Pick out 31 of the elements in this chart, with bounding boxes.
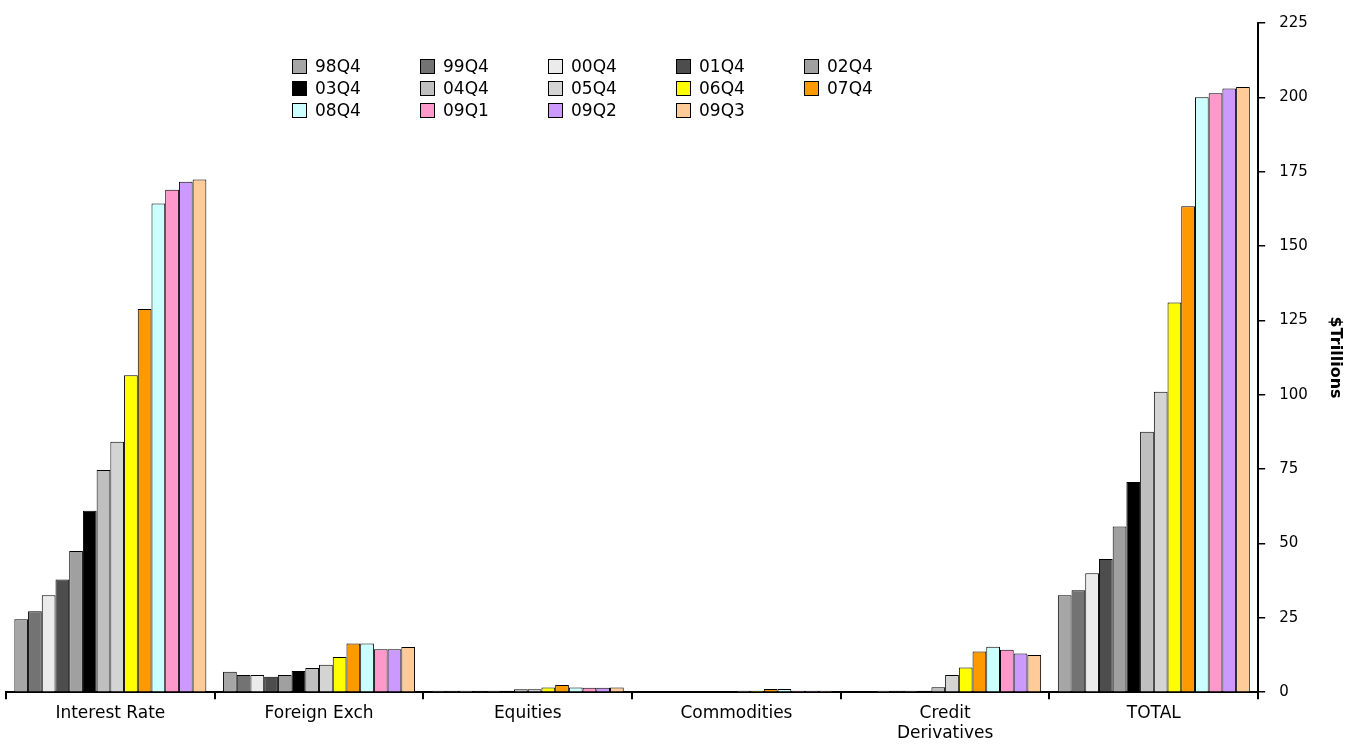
x-tick-label: Equities [493,701,562,722]
legend-label: 09Q1 [443,100,489,120]
legend-label: 03Q4 [315,78,361,98]
legend-label: 00Q4 [571,56,617,76]
legend-label: 08Q4 [315,100,361,120]
y-tick-label: 225 [1279,12,1308,31]
legend-label: 99Q4 [443,56,489,76]
x-tick-label: Foreign Exch [264,701,374,722]
legend-label: 06Q4 [699,78,745,98]
y-tick-label: 100 [1279,384,1308,403]
y-tick-label: 0 [1279,682,1289,701]
x-tick-label: Commodities [680,701,793,722]
y-tick-label: 175 [1279,161,1308,180]
legend-label: 09Q2 [571,100,617,120]
legend-label: 09Q3 [699,100,745,120]
legend-label: 05Q4 [571,78,617,98]
y-tick-label: 25 [1279,607,1299,626]
y-tick-label: 75 [1279,459,1299,478]
legend-label: 01Q4 [699,56,745,76]
y-axis-title: $Trillions [1327,316,1347,399]
y-tick-label: 50 [1279,533,1299,552]
legend-label: 04Q4 [443,78,489,98]
y-tick-label: 125 [1279,310,1308,329]
x-tick-label: TOTAL [1125,701,1182,722]
legend-label: 98Q4 [315,56,361,76]
x-tick-label: Interest Rate [55,701,166,722]
x-tick-label: Credit Derivatives [896,701,994,743]
y-tick-label: 200 [1279,87,1308,106]
legend-label: 02Q4 [827,56,873,76]
legend-label: 07Q4 [827,78,873,98]
y-tick-label: 150 [1279,235,1308,254]
